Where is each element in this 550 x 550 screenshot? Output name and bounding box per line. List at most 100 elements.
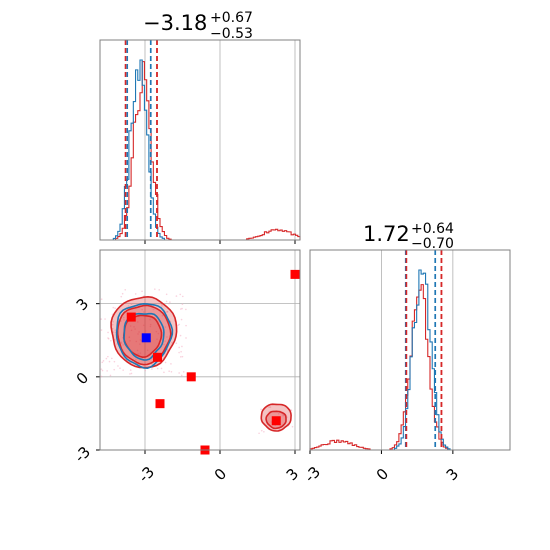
- joint-x-tick-label: 0: [211, 465, 230, 484]
- marker-red: [126, 312, 136, 322]
- scatter-point: [149, 325, 152, 328]
- scatter-point: [180, 350, 182, 353]
- scatter-point: [134, 328, 136, 330]
- marker-blue: [141, 333, 151, 343]
- scatter-point: [146, 349, 149, 352]
- scatter-point: [105, 357, 108, 360]
- scatter-point: [135, 358, 137, 361]
- title-1: −3.18 +0.67 −0.53: [143, 10, 253, 42]
- scatter-point: [107, 355, 109, 358]
- scatter-point: [177, 324, 179, 327]
- scatter-point: [104, 318, 106, 320]
- scatter-point: [141, 308, 143, 311]
- scatter-point: [277, 412, 280, 415]
- title-2-median: 1.72: [363, 222, 410, 246]
- scatter-point: [180, 356, 182, 358]
- scatter-point: [100, 375, 103, 378]
- scatter-point: [160, 303, 163, 306]
- scatter-point: [278, 428, 281, 431]
- hist2-x-tick-labels: -3 0 3: [301, 463, 462, 486]
- scatter-point: [163, 343, 165, 346]
- hist2-x-tick-label: 0: [373, 465, 392, 484]
- joint-x-tick-label: -3: [135, 463, 158, 486]
- scatter-point: [102, 360, 105, 362]
- scatter-point: [137, 321, 139, 323]
- scatter-point: [111, 357, 113, 360]
- hist1-series-a: [100, 59, 300, 241]
- scatter-point: [129, 325, 132, 327]
- title-2-lower: −0.70: [411, 236, 454, 252]
- title-1-median: −3.18: [143, 11, 207, 35]
- scatter-point: [169, 301, 171, 303]
- scatter-point: [144, 369, 147, 372]
- title-1-upper: +0.67: [210, 10, 253, 26]
- scatter-point: [129, 373, 131, 375]
- joint-y-tick-label: 3: [73, 295, 92, 314]
- scatter-point: [185, 337, 187, 339]
- scatter-point: [164, 361, 167, 364]
- scatter-point: [179, 293, 182, 296]
- scatter-point: [181, 303, 184, 306]
- joint-y-tick-labels: -3 0 3: [71, 295, 94, 466]
- scatter-point: [130, 303, 133, 306]
- scatter-point: [185, 324, 187, 327]
- scatter-point: [161, 305, 163, 307]
- scatter-point: [117, 365, 119, 367]
- scatter-point: [258, 432, 260, 435]
- scatter-point: [157, 332, 160, 335]
- scatter-point: [270, 421, 273, 423]
- scatter-point: [124, 289, 127, 291]
- joint-x-tick-label: 3: [283, 465, 302, 484]
- scatter-point: [175, 342, 178, 345]
- scatter-point: [260, 429, 263, 432]
- scatter-point: [113, 368, 116, 371]
- scatter-point: [144, 330, 147, 332]
- scatter-point: [268, 406, 270, 408]
- joint-y-tick-label: 0: [73, 369, 92, 388]
- scatter-point: [100, 329, 103, 331]
- scatter-point: [109, 374, 112, 377]
- scatter-point: [168, 302, 170, 305]
- scatter-point: [181, 345, 183, 348]
- scatter-point: [138, 331, 140, 333]
- scatter-point: [111, 327, 114, 330]
- scatter-point: [127, 305, 130, 307]
- scatter-point: [149, 318, 151, 321]
- scatter-point: [141, 290, 143, 293]
- scatter-point: [163, 371, 165, 374]
- scatter-point: [168, 370, 170, 373]
- marker-red: [153, 352, 162, 362]
- scatter-point: [114, 307, 116, 309]
- scatter-point: [178, 372, 180, 374]
- scatter-point: [123, 319, 125, 321]
- scatter-point: [182, 371, 185, 373]
- scatter-point: [122, 369, 124, 371]
- scatter-point: [260, 408, 262, 411]
- scatter-point: [112, 320, 114, 323]
- scatter-point: [175, 295, 178, 297]
- scatter-point: [107, 337, 109, 339]
- scatter-point: [180, 374, 183, 377]
- scatter-point: [165, 293, 168, 296]
- title-2-upper: +0.64: [411, 221, 454, 237]
- scatter-point: [139, 352, 142, 354]
- scatter-point: [156, 367, 159, 370]
- scatter-point: [100, 298, 103, 300]
- marker-red: [155, 399, 165, 409]
- scatter-point: [107, 331, 109, 334]
- scatter-point: [101, 369, 104, 372]
- scatter-point: [151, 368, 153, 370]
- scatter-point: [178, 346, 181, 349]
- scatter-point: [137, 333, 139, 335]
- scatter-point: [269, 406, 272, 408]
- scatter-point: [114, 329, 117, 331]
- scatter-point: [160, 367, 163, 370]
- joint-panel: [96, 249, 301, 455]
- joint-y-tick-label: -3: [71, 443, 94, 466]
- scatter-point: [121, 292, 124, 295]
- scatter-point: [178, 351, 180, 354]
- hist1-frame: [99, 39, 301, 241]
- hist2-frame: [309, 249, 511, 451]
- scatter-point: [108, 360, 111, 363]
